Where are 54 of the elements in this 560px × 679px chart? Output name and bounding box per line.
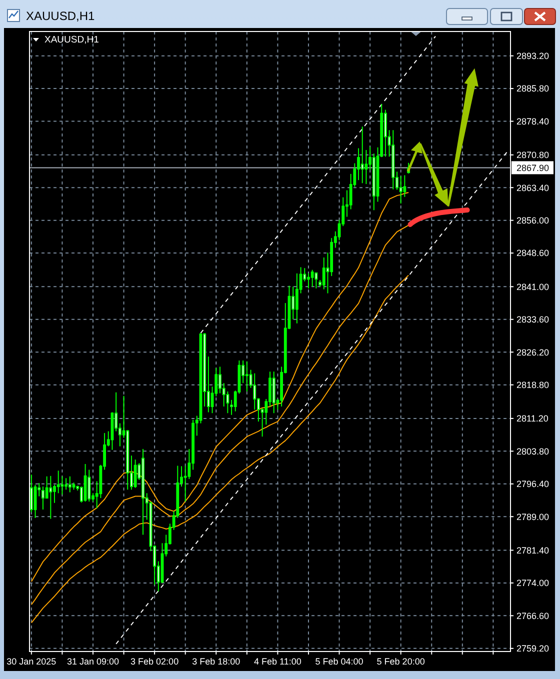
y-tick-label: 2803.80 <box>516 446 550 456</box>
candlestick <box>360 126 364 184</box>
x-tick-label: 3 Feb 02:00 <box>130 656 179 666</box>
y-tick-label: 2878.40 <box>516 116 550 126</box>
y-tick-label: 2863.40 <box>516 182 550 193</box>
y-tick-label: 2885.80 <box>516 84 550 94</box>
line-series <box>30 274 410 624</box>
y-tick-label: 2811.20 <box>516 414 548 424</box>
y-tick-label: 2841.00 <box>516 282 550 292</box>
x-tick-label: 3 Feb 18:00 <box>192 656 240 666</box>
candlestick <box>64 478 68 490</box>
candlestick <box>53 484 56 504</box>
candlestick <box>307 272 310 289</box>
candlestick <box>134 459 137 488</box>
x-tick-label: 31 Jan 09:00 <box>66 656 120 666</box>
candlestick <box>364 150 368 185</box>
candlestick <box>384 109 387 158</box>
y-tick-label: 2848.60 <box>516 248 550 258</box>
candlestick <box>49 475 52 520</box>
y-tick-label: 2774.00 <box>516 578 550 588</box>
line-series <box>116 150 510 644</box>
candlestick <box>310 269 314 288</box>
x-tick-label: 30 Jan 2025 <box>6 656 56 666</box>
y-tick-label: 2766.60 <box>516 610 550 621</box>
candlestick <box>88 469 91 502</box>
line-series <box>200 36 436 334</box>
y-tick-label: 2781.40 <box>516 545 550 556</box>
y-tick-label: 2789.00 <box>516 512 550 522</box>
chart-title: XAUUSD,H1 <box>26 9 96 23</box>
y-tick-label: 2833.60 <box>516 314 550 325</box>
candlestick <box>399 176 402 204</box>
y-tick-label: 2893.20 <box>516 50 550 61</box>
candlestick <box>253 372 256 410</box>
y-tick-label: 2856.00 <box>516 215 550 226</box>
candlestick <box>218 366 222 394</box>
ref-line-label: 2867.90 <box>516 162 550 173</box>
x-tick-label: 5 Feb 04:00 <box>315 656 364 666</box>
y-tick-label: 2796.40 <box>516 479 550 490</box>
x-tick-label: 5 Feb 20:00 <box>376 656 425 666</box>
candlestick <box>60 476 64 496</box>
chart-subtitle: XAUUSD,H1 <box>44 34 99 46</box>
x-tick-label: 4 Feb 11:00 <box>254 656 302 666</box>
candlestick <box>314 272 318 289</box>
candlestick <box>42 486 44 510</box>
candlestick <box>295 272 298 324</box>
candlestick <box>357 148 360 181</box>
candlestick <box>56 470 60 494</box>
y-tick-label: 2818.80 <box>516 380 550 390</box>
y-tick-label: 2826.20 <box>516 347 550 358</box>
candlestick <box>322 256 326 290</box>
candlestick <box>68 476 72 493</box>
candlestick <box>245 360 248 392</box>
y-tick-label: 2759.20 <box>516 644 550 654</box>
y-tick-label: 2870.80 <box>516 150 550 160</box>
